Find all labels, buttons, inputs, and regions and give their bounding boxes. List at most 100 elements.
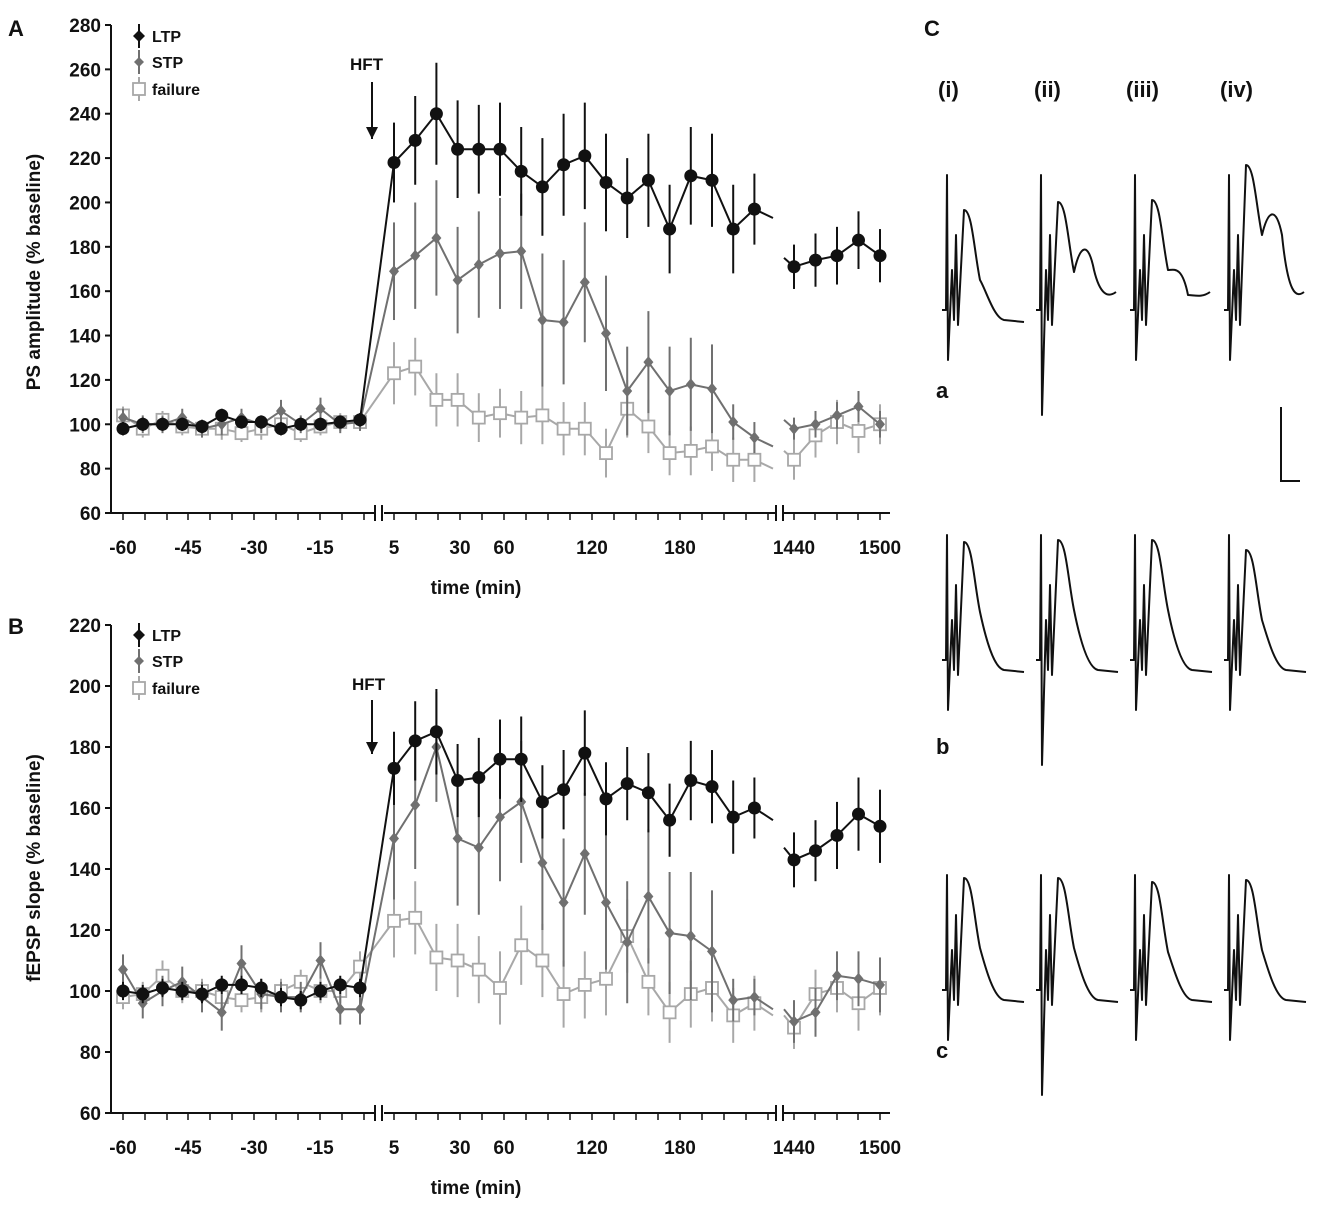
data-point	[493, 142, 507, 156]
data-point	[579, 276, 590, 289]
x-tick-label: 120	[576, 538, 608, 559]
trace-waveform	[1130, 174, 1211, 361]
data-point	[450, 392, 465, 407]
data-point	[236, 957, 247, 970]
data-point	[516, 245, 527, 258]
data-point	[705, 439, 719, 454]
data-point	[620, 777, 634, 791]
data-point	[294, 417, 308, 431]
chart-a-legend: LTP STP failure	[132, 24, 200, 101]
y-tick-label: 120	[69, 921, 101, 942]
panel-label-b: B	[8, 614, 24, 639]
trace-waveform	[1036, 874, 1119, 1096]
data-point	[643, 356, 654, 369]
hft-arrowhead	[366, 742, 378, 754]
data-point	[663, 813, 677, 827]
data-point	[809, 253, 822, 267]
data-point	[873, 249, 887, 263]
x-tick-label: 1440	[773, 1138, 815, 1159]
data-point	[118, 963, 128, 976]
x-tick-label: -30	[240, 538, 267, 559]
data-point	[875, 978, 885, 991]
trace-waveform	[1130, 874, 1213, 1041]
chart-a: 60 80 100 120 140 160 180 200 220 240 260 280 -60 -45…	[24, 16, 901, 599]
data-point	[175, 417, 189, 431]
chart-b: 60 80 100 120 140 160 180 200 220 -60 -45 -30 -15 5 30…	[24, 616, 901, 1199]
x-tick-label: -60	[109, 538, 136, 559]
trace-row-label: b	[936, 734, 949, 759]
data-point	[493, 406, 507, 421]
scale-bar	[1280, 407, 1300, 482]
data-point	[429, 950, 444, 965]
data-point	[136, 987, 150, 1001]
legend-failure-label: failure	[152, 681, 200, 698]
data-point	[537, 314, 548, 327]
data-point	[116, 422, 130, 436]
data-point	[387, 913, 401, 928]
y-tick-label: 200	[69, 193, 101, 214]
x-tick-label: 5	[389, 1138, 400, 1159]
data-point	[662, 446, 677, 461]
trace-waveform	[1036, 534, 1119, 766]
legend-stp-label: STP	[152, 654, 183, 671]
y-tick-label: 100	[69, 982, 101, 1003]
data-point	[728, 994, 739, 1007]
data-point	[620, 191, 634, 205]
data-point	[276, 404, 286, 417]
data-point	[749, 991, 760, 1004]
data-point	[601, 896, 611, 909]
y-tick-label: 60	[80, 1104, 101, 1125]
data-point	[853, 400, 864, 413]
data-point	[514, 752, 528, 766]
data-point	[216, 1006, 227, 1019]
data-point	[641, 419, 656, 434]
x-tick-label: 30	[449, 538, 470, 559]
data-point	[195, 419, 209, 433]
legend-failure-label: failure	[152, 82, 200, 99]
series-line	[122, 743, 774, 1014]
data-point	[747, 452, 762, 467]
data-point	[274, 990, 288, 1004]
data-point	[254, 415, 268, 429]
trace-waveforms	[942, 164, 1307, 1096]
data-point	[429, 392, 444, 407]
data-point	[473, 841, 484, 854]
data-point	[514, 410, 529, 425]
trace-waveform	[942, 174, 1025, 361]
data-point	[387, 156, 401, 170]
data-point	[641, 786, 655, 800]
data-point	[810, 418, 821, 431]
trace-waveform	[942, 534, 1025, 711]
y-tick-label: 180	[69, 238, 101, 259]
data-point	[622, 936, 633, 949]
y-tick-label: 260	[69, 60, 101, 81]
y-axis-title: PS amplitude (% baseline)	[24, 154, 45, 391]
data-point	[535, 795, 549, 809]
data-point	[556, 987, 571, 1001]
x-tick-label: 180	[664, 1138, 696, 1159]
data-point	[333, 415, 347, 429]
x-tick-label: -45	[174, 538, 202, 559]
x-tick-label: -15	[306, 1138, 334, 1159]
data-point	[472, 771, 486, 784]
data-point	[830, 828, 844, 842]
x-tick-label: 60	[493, 538, 514, 559]
data-point	[685, 930, 696, 943]
series-failure	[116, 337, 887, 482]
data-point	[451, 142, 465, 156]
data-point	[641, 974, 656, 989]
data-point	[643, 890, 654, 903]
data-point	[578, 149, 592, 163]
data-point	[705, 780, 719, 794]
y-tick-label: 180	[69, 738, 101, 759]
legend-marker	[133, 30, 145, 42]
data-point	[873, 819, 887, 833]
legend-marker	[134, 656, 144, 666]
data-point	[832, 409, 842, 422]
data-point	[809, 844, 822, 858]
data-point	[577, 978, 592, 992]
data-point	[787, 452, 801, 467]
x-axis-title: time (min)	[431, 578, 522, 599]
data-point	[429, 725, 443, 739]
x-tick-label: 1500	[859, 538, 901, 559]
